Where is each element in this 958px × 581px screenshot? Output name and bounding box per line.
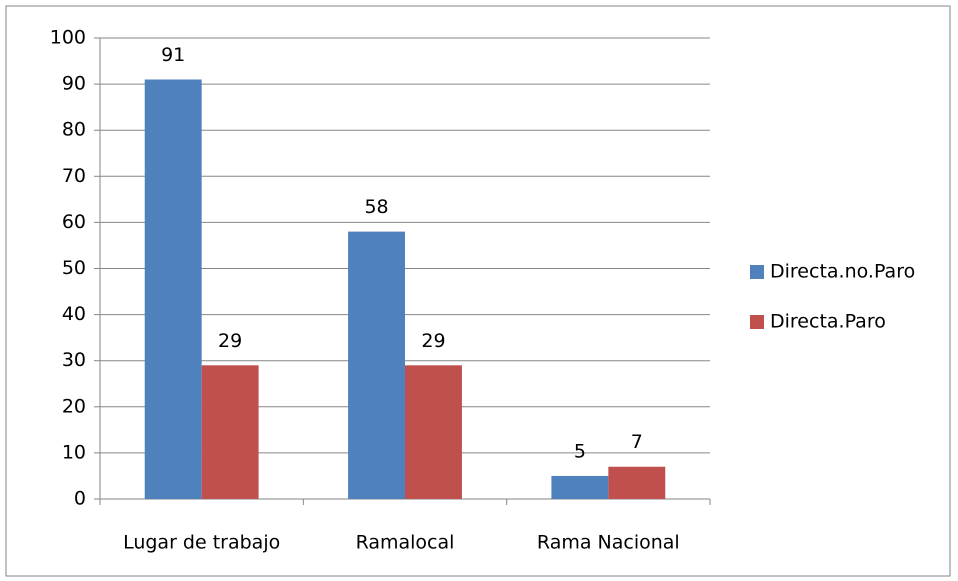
y-tick-label: 100: [50, 27, 86, 49]
data-label: 29: [218, 330, 242, 352]
legend-label: Directa.Paro: [770, 311, 886, 333]
bar: [201, 365, 259, 499]
bar: [144, 79, 202, 500]
y-tick-label: 10: [62, 441, 86, 463]
x-tick-label: Rama Nacional: [537, 532, 680, 554]
y-tick-label: 0: [74, 488, 86, 510]
y-tick-label: 20: [62, 395, 86, 417]
x-tick-label: Lugar de trabajo: [123, 532, 280, 554]
y-tick-label: 50: [62, 257, 86, 279]
data-label: 5: [574, 440, 586, 462]
y-tick-label: 30: [62, 349, 86, 371]
y-tick-label: 80: [62, 119, 86, 141]
bar: [405, 365, 462, 499]
legend-swatch: [750, 265, 764, 279]
bar: [348, 231, 405, 499]
x-tick-label: Ramalocal: [356, 532, 455, 554]
bar: [551, 475, 609, 499]
data-label: 7: [631, 431, 643, 453]
data-label: 58: [364, 196, 388, 218]
data-label: 91: [161, 44, 185, 66]
y-tick-label: 70: [62, 165, 86, 187]
y-tick-label: 90: [62, 73, 86, 95]
data-label: 29: [421, 330, 445, 352]
y-tick-label: 40: [62, 303, 86, 325]
bar: [608, 466, 666, 499]
y-tick-label: 60: [62, 211, 86, 233]
legend-swatch: [750, 315, 764, 329]
legend-label: Directa.no.Paro: [770, 261, 915, 283]
